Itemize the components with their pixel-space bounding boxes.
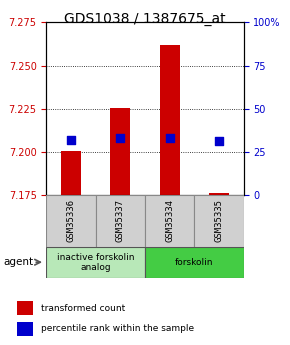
Text: GSM35335: GSM35335 (214, 199, 224, 242)
Bar (160, 45, 180, 195)
Bar (17, 301, 33, 315)
Bar (145, 195, 194, 247)
Text: agent: agent (3, 257, 33, 267)
Bar (194, 195, 244, 247)
Point (167, 135, 172, 141)
Text: transformed count: transformed count (41, 304, 126, 313)
Bar (145, 247, 244, 278)
Text: forskolin: forskolin (175, 258, 213, 267)
Bar (46, 195, 96, 247)
Bar (17, 322, 33, 336)
Text: GSM35334: GSM35334 (165, 199, 174, 242)
Bar (46, 247, 145, 278)
Text: percentile rank within the sample: percentile rank within the sample (41, 324, 194, 333)
Point (217, 139, 221, 144)
Bar (110, 108, 130, 195)
Point (118, 135, 123, 141)
Text: GSM35336: GSM35336 (66, 199, 76, 242)
Bar (209, 193, 229, 195)
Point (69, 137, 73, 142)
Bar (96, 195, 145, 247)
Bar (61, 151, 81, 195)
Text: GSM35337: GSM35337 (116, 199, 125, 242)
Text: GDS1038 / 1387675_at: GDS1038 / 1387675_at (64, 12, 226, 26)
Text: inactive forskolin
analog: inactive forskolin analog (57, 253, 135, 272)
